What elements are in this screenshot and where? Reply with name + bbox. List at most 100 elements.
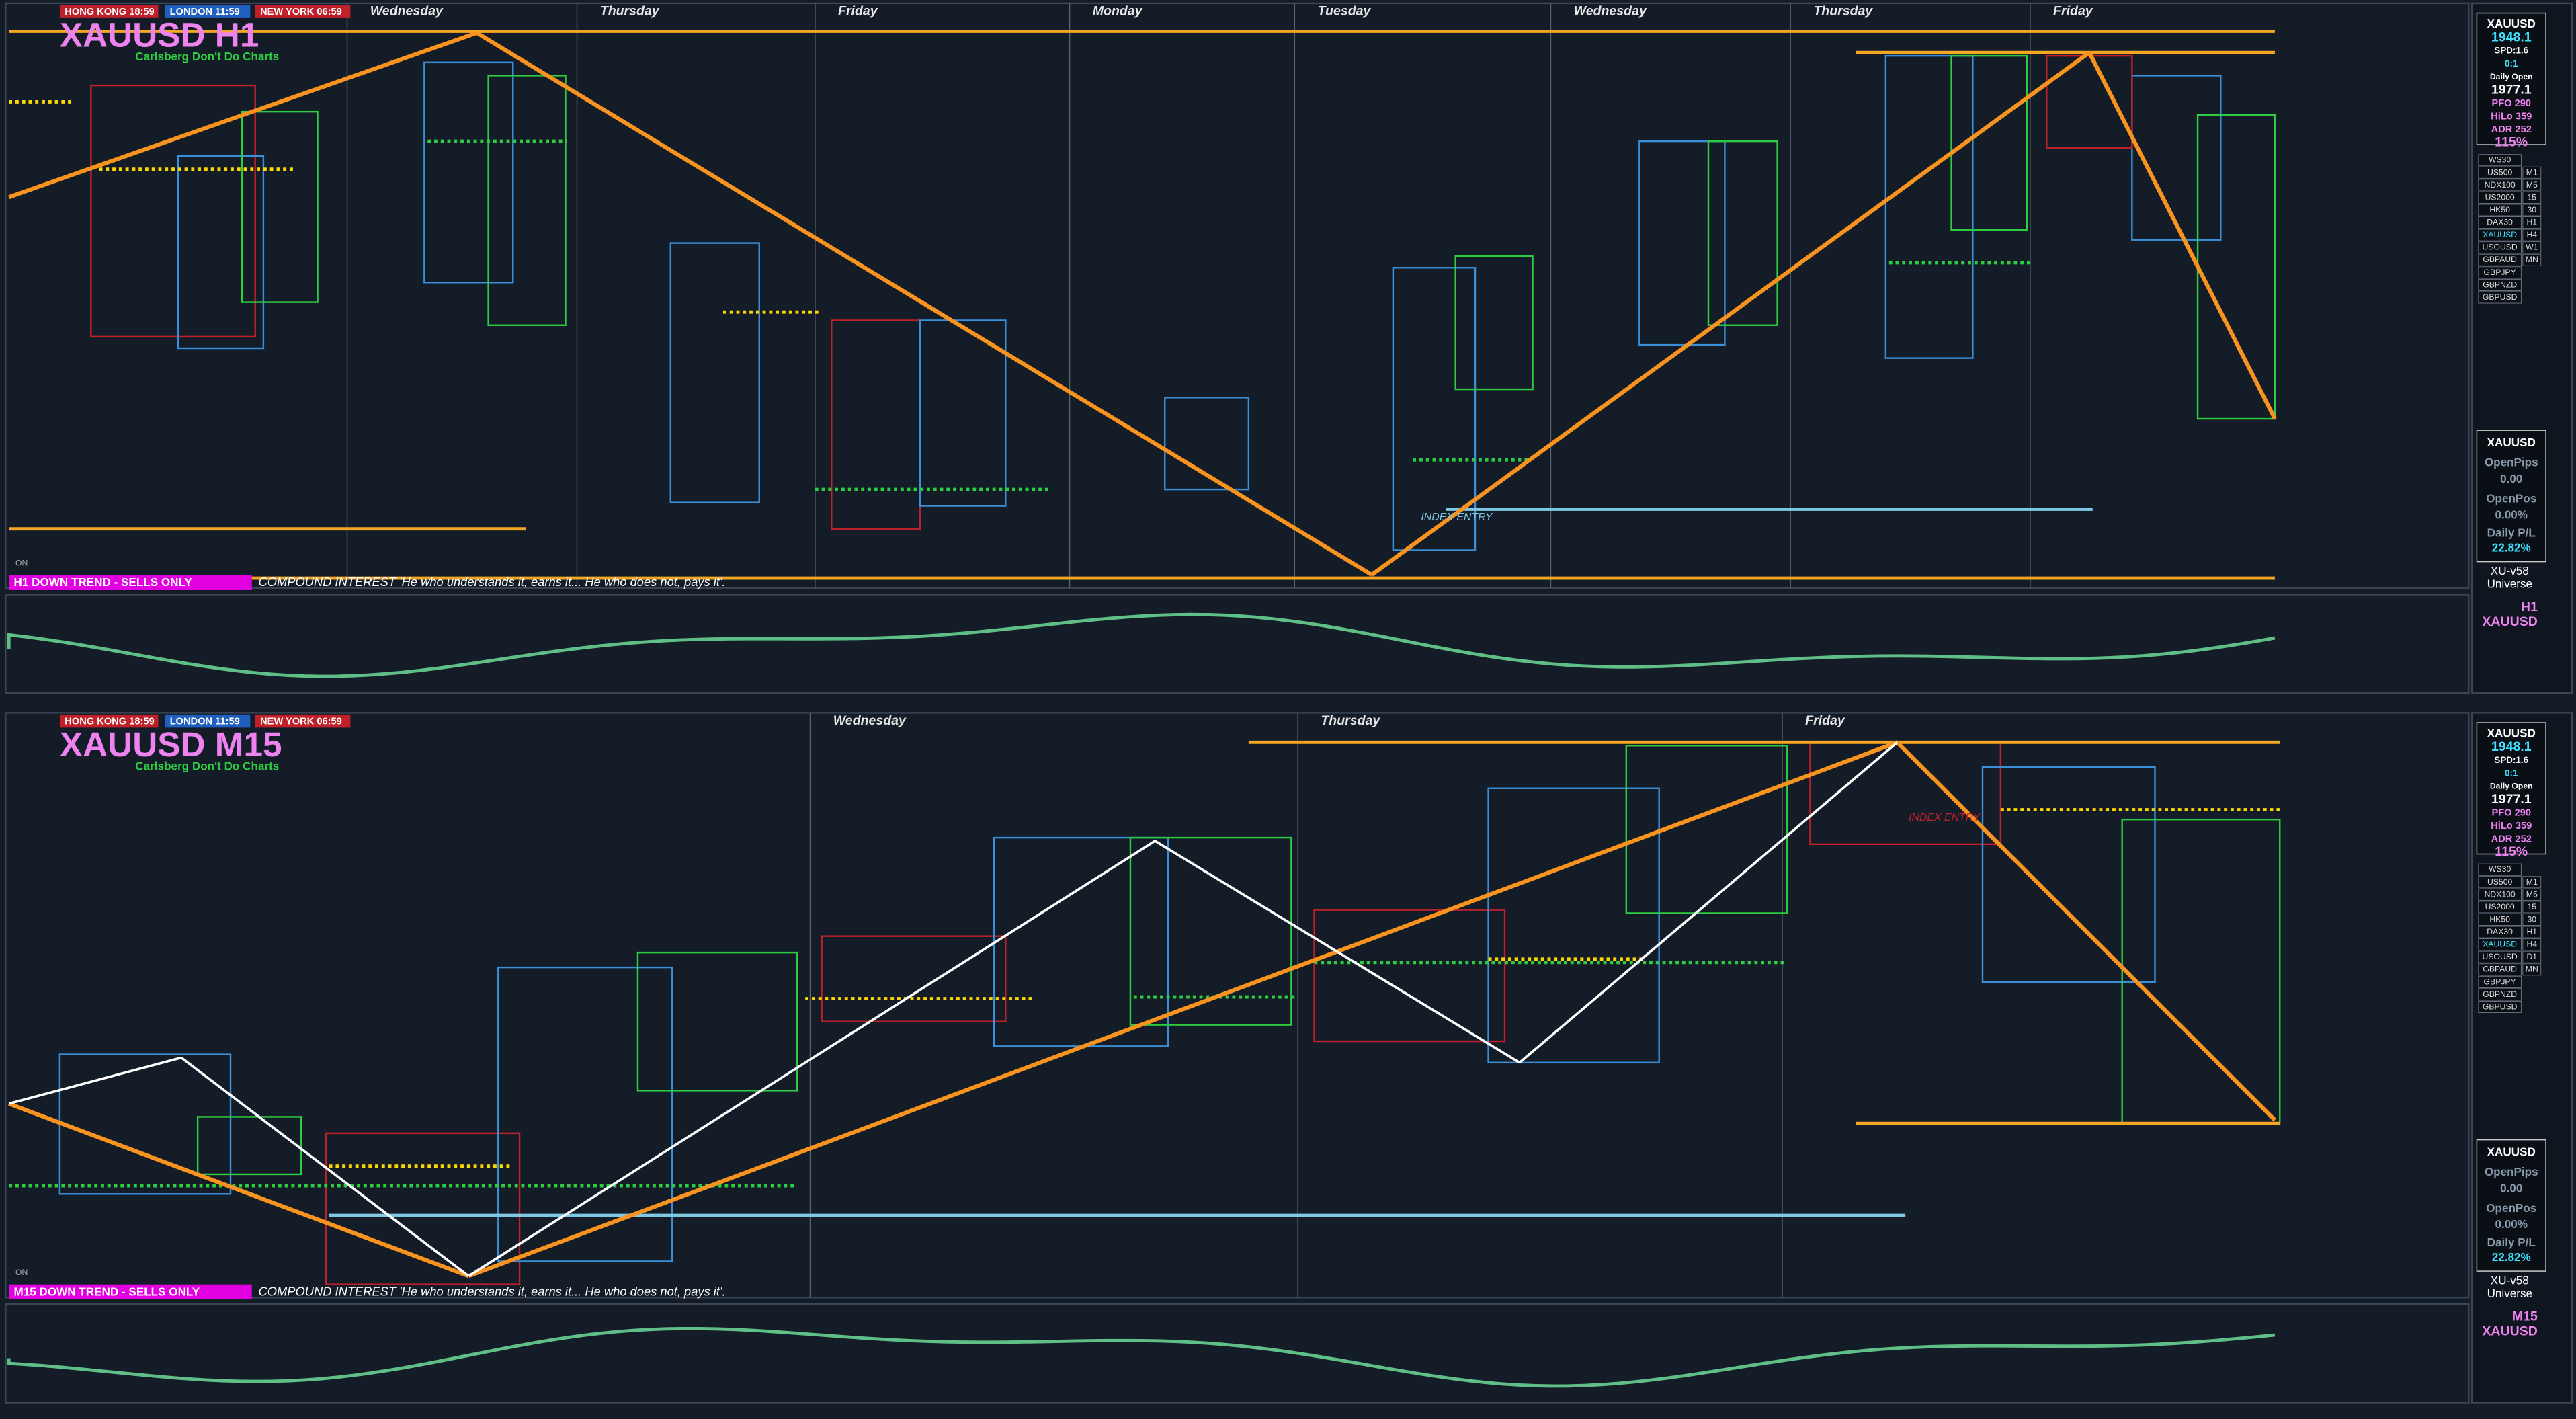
account-field: OpenPips (2485, 1166, 2538, 1178)
timeframe-button-label[interactable]: W1 (2526, 243, 2538, 252)
trend-status: H1 DOWN TREND - SELLS ONLY (14, 576, 193, 589)
zone-box (669, 242, 760, 503)
symbol-button-label[interactable]: US500 (2487, 877, 2513, 887)
timeframe-button-label[interactable]: D1 (2526, 952, 2537, 961)
day-label: Tuesday (1317, 3, 1371, 18)
timeframe-button-label[interactable]: 30 (2528, 205, 2537, 214)
symbol-button (2478, 241, 2522, 254)
day-label: Friday (2053, 3, 2093, 18)
timeframe-button-label[interactable]: M5 (2526, 180, 2538, 190)
symbol-button-label[interactable]: US500 (2487, 167, 2513, 177)
timeframe-button-label[interactable]: M5 (2526, 889, 2538, 899)
account-field: XAUUSD (2487, 436, 2536, 449)
symbol-button-label[interactable]: USOUSD (2483, 243, 2518, 252)
session-label: NEW YORK 06:59 (260, 717, 342, 727)
session-label: HONG KONG 18:59 (65, 717, 154, 727)
info-field: XAUUSD (2487, 727, 2536, 740)
chart-frame (5, 712, 2470, 1299)
symbol-button-label[interactable]: GBPAUD (2483, 255, 2517, 264)
timeframe-button (2522, 913, 2542, 926)
account-field: 0.00% (2495, 509, 2528, 522)
session-badge (255, 5, 351, 18)
timeframe-button (2522, 926, 2542, 938)
symbol-button-label[interactable]: GBPJPY (2484, 268, 2516, 277)
symbol-button-label[interactable]: DAX30 (2487, 218, 2513, 227)
timeframe-button-label[interactable]: H1 (2526, 218, 2537, 227)
timeframe-button-label[interactable]: M1 (2526, 877, 2538, 887)
account-field: OpenPos (2486, 492, 2536, 505)
zone-box (1638, 140, 1726, 346)
zone-box (487, 75, 567, 326)
trend-line (8, 30, 478, 200)
zone-box (821, 935, 1007, 1022)
symbol-button-label[interactable]: GBPUSD (2483, 292, 2518, 302)
timeframe-button (2522, 253, 2542, 266)
timeframe-button-label[interactable]: 30 (2528, 914, 2537, 924)
symbol-button-label[interactable]: US2000 (2485, 902, 2515, 911)
chart-panel (5, 2, 2573, 694)
symbol-button (2478, 1000, 2522, 1014)
session-badge (59, 714, 159, 728)
swing-line (8, 1056, 182, 1105)
symbol-button-label[interactable]: HK50 (2489, 914, 2510, 924)
symbol-button-label[interactable]: GBPAUD (2483, 965, 2517, 974)
zone-box (2131, 75, 2222, 241)
symbol-button (2478, 204, 2522, 216)
timeframe-button (2522, 938, 2542, 951)
symbol-button-label[interactable]: WS30 (2489, 864, 2511, 874)
account-field: 22.82% (2492, 542, 2531, 555)
symbol-button-label[interactable]: XAUUSD (2483, 940, 2517, 949)
info-field: XAUUSD (2487, 17, 2536, 30)
indicator-label: M15 (2512, 1309, 2538, 1324)
timeframe-button-label[interactable]: H4 (2526, 940, 2537, 949)
symbol-button (2478, 938, 2522, 951)
timeframe-button-label[interactable]: MN (2526, 255, 2538, 264)
day-label: Thursday (1321, 713, 1380, 728)
timeframe-button-label[interactable]: MN (2526, 965, 2538, 974)
indicator-curve (7, 612, 2276, 678)
zone-box (1487, 787, 1660, 1064)
trend-line (1895, 741, 2277, 1122)
timeframe-button-label[interactable]: 15 (2528, 902, 2537, 911)
info-box (2476, 12, 2546, 145)
entry-annotation: INDEX ENTRY (1909, 812, 1981, 823)
symbol-button-label[interactable]: USOUSD (2483, 952, 2518, 961)
account-field: Daily P/L (2487, 1236, 2536, 1249)
symbol-title: XAUUSD H1 (60, 16, 259, 54)
info-field: Daily Open (2490, 782, 2533, 791)
symbol-button-label[interactable]: US2000 (2485, 192, 2515, 202)
zone-box (636, 951, 798, 1092)
symbol-button (2478, 963, 2522, 976)
symbol-button-label[interactable]: XAUUSD (2483, 230, 2517, 239)
timeframe-button-label[interactable]: H4 (2526, 230, 2537, 239)
symbol-button (2478, 166, 2522, 179)
symbol-button-label[interactable]: DAX30 (2487, 927, 2513, 936)
zone-box (919, 319, 1007, 507)
timeframe-button-label[interactable]: 15 (2528, 192, 2537, 202)
account-field: OpenPips (2485, 456, 2538, 469)
symbol-button (2478, 988, 2522, 1001)
symbol-button-label[interactable]: GBPNZD (2483, 989, 2517, 999)
symbol-button-label[interactable]: NDX100 (2485, 180, 2516, 190)
symbol-button-label[interactable]: NDX100 (2485, 889, 2516, 899)
tagline: Carlsberg Don't Do Charts (135, 50, 279, 63)
timeframe-button-label[interactable]: H1 (2526, 927, 2537, 936)
symbol-button-label[interactable]: GBPJPY (2484, 977, 2516, 986)
account-field: XAUUSD (2487, 1146, 2536, 1159)
symbol-button-label[interactable]: GBPUSD (2483, 1002, 2518, 1011)
swing-line (180, 1057, 470, 1277)
zone-box (177, 155, 265, 350)
session-label: LONDON 11:59 (170, 7, 240, 17)
symbol-button (2478, 266, 2522, 279)
timeframe-button-label[interactable]: M1 (2526, 167, 2538, 177)
symbol-button-label[interactable]: GBPNZD (2483, 280, 2517, 289)
trend-line (2087, 51, 2277, 420)
day-label: Monday (1093, 3, 1143, 18)
session-badge (165, 714, 251, 728)
version-label: XU-v58 (2491, 565, 2529, 577)
symbol-button-label[interactable]: WS30 (2489, 155, 2511, 165)
symbol-button-label[interactable]: HK50 (2489, 205, 2510, 214)
account-field: OpenPos (2486, 1202, 2536, 1215)
indicator-label: XAUUSD (2482, 1324, 2537, 1339)
